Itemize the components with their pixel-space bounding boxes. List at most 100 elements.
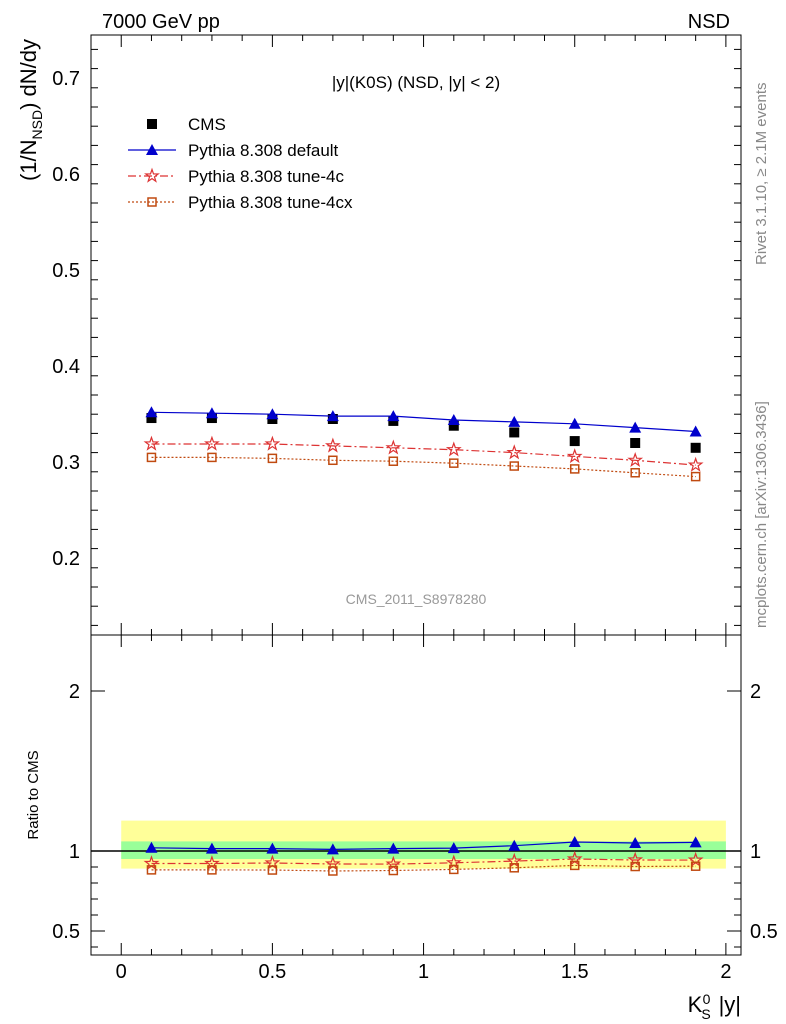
- data-point: [445, 441, 462, 457]
- data-point: [630, 468, 640, 478]
- y-tick-label: 1: [69, 841, 80, 863]
- data-point: [689, 425, 702, 437]
- data-point: [449, 458, 459, 468]
- data-point: [146, 452, 157, 463]
- data-point: [568, 417, 581, 429]
- data-point: [387, 842, 400, 854]
- ratio-xlabel-text: KS0 |y|: [688, 991, 741, 1022]
- ratio-x-tick-labels: 0 0.5 1 1.5 2: [116, 961, 732, 983]
- data-point: [326, 410, 339, 422]
- x-tick-label: 1: [418, 961, 429, 983]
- ratio-ylabel: Ratio to CMS: [25, 750, 42, 839]
- data-point: [509, 427, 520, 438]
- series-line: [151, 443, 696, 466]
- data-point: [690, 442, 701, 453]
- data-point: [266, 408, 279, 420]
- data-point: [143, 435, 160, 451]
- data-point: [145, 841, 158, 853]
- x-tick-label: 2: [720, 961, 731, 983]
- header-right: NSD: [688, 11, 730, 33]
- data-point: [630, 438, 641, 448]
- data-point: [629, 421, 642, 433]
- legend-entry: Pythia 8.308 tune-4cx: [128, 193, 353, 212]
- data-point: [328, 866, 338, 876]
- legend-label: Pythia 8.308 tune-4cx: [188, 193, 353, 212]
- data-point: [447, 413, 460, 425]
- y-tick-label: 0.3: [52, 452, 80, 474]
- data-point: [506, 444, 523, 460]
- y-tick-label: 2: [69, 681, 80, 703]
- series-line: [151, 456, 696, 478]
- data-point: [264, 435, 281, 451]
- series-line: [151, 858, 696, 865]
- data-point: [207, 865, 217, 875]
- data-point: [146, 865, 157, 875]
- plot-title: |y|(K0S) (NSD, |y| < 2): [332, 73, 500, 92]
- y-tick-label: 0.7: [52, 68, 80, 90]
- data-point: [447, 842, 460, 854]
- legend-label: CMS: [188, 115, 226, 134]
- data-point: [690, 861, 701, 871]
- main-series: [143, 406, 704, 482]
- data-point: [689, 836, 702, 848]
- y-tick-label: 0.5: [52, 260, 80, 282]
- y-tick-label: 0.5: [52, 921, 80, 943]
- y-tick-label-right: 1: [750, 841, 761, 863]
- legend-label: Pythia 8.308 default: [188, 141, 339, 160]
- legend-marker: [147, 197, 157, 207]
- data-point: [205, 407, 218, 419]
- data-point: [328, 455, 338, 466]
- legend-marker: [146, 144, 158, 155]
- y-tick-label-right: 2: [750, 681, 761, 703]
- data-point: [146, 413, 157, 424]
- data-point: [385, 439, 402, 455]
- header-left: 7000 GeV pp: [102, 11, 220, 33]
- legend-marker: [144, 167, 160, 183]
- data-point: [448, 420, 459, 431]
- series-pythia-8-308-tune-4c: [143, 435, 704, 472]
- data-point: [627, 451, 644, 468]
- legend-entry: CMS: [147, 115, 226, 134]
- data-point: [509, 461, 520, 471]
- data-point: [326, 843, 339, 855]
- data-point: [324, 437, 341, 453]
- x-tick-label: 1.5: [561, 961, 589, 983]
- main-y-tick-labels: 0.2 0.3 0.4 0.5 0.6 0.7: [52, 68, 80, 570]
- ratio-bands: [91, 820, 741, 869]
- ratio-frame: [90, 634, 742, 956]
- series-line: [151, 841, 696, 851]
- legend-label: Pythia 8.308 tune-4c: [188, 167, 344, 186]
- data-point: [569, 860, 580, 871]
- data-point: [630, 861, 640, 872]
- legend: CMS Pythia 8.308 default Pythia 8.308 tune…: [128, 115, 353, 212]
- data-point: [690, 471, 701, 482]
- y-tick-label: 0.4: [52, 356, 80, 378]
- main-ylabel: (1/NNSD) dN/dy: [16, 39, 45, 181]
- x-tick-label: 0: [116, 961, 127, 983]
- data-point: [568, 836, 581, 848]
- ratio-series-pythia-8-308-tune-4cx: [146, 860, 701, 876]
- data-point: [145, 406, 158, 418]
- data-point: [566, 448, 583, 464]
- data-point: [267, 865, 278, 875]
- legend-marker: [147, 119, 157, 129]
- ratio-y-tick-labels: 0.5 0.5 1 1 2 2: [52, 681, 778, 943]
- main-ylabel-text: (1/NNSD) dN/dy: [16, 39, 45, 181]
- series-line: [151, 411, 696, 433]
- legend-entry: Pythia 8.308 default: [128, 141, 339, 160]
- data-point: [388, 865, 399, 876]
- ratio-xlabel: KS0 |y|: [688, 991, 741, 1022]
- y-tick-label: 0.2: [52, 548, 80, 570]
- mcplots-label: mcplots.cern.ch [arXiv:1306.3436]: [753, 401, 770, 628]
- data-point: [387, 410, 400, 422]
- series-pythia-8-308-tune-4cx: [146, 452, 701, 482]
- analysis-watermark: CMS_2011_S8978280: [346, 591, 487, 607]
- data-point: [207, 452, 217, 463]
- ratio-series-pythia-8-308-default: [145, 836, 702, 855]
- main-ticks: [90, 35, 741, 635]
- data-point: [508, 415, 521, 427]
- data-point: [267, 453, 278, 464]
- data-point: [629, 837, 642, 848]
- x-tick-label: 0.5: [258, 961, 286, 983]
- data-point: [388, 456, 399, 466]
